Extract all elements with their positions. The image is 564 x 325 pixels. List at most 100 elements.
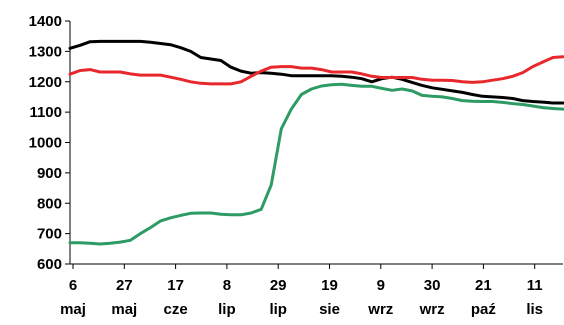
series-0-point (420, 84, 424, 87)
series-0-point (209, 57, 213, 61)
series-1-point (68, 72, 72, 76)
series-2-point (420, 94, 424, 97)
series-2-point (491, 100, 494, 103)
series-line-2 (68, 82, 564, 246)
series-2-point (219, 212, 223, 216)
series-0-point (139, 40, 142, 43)
series-0-point (410, 81, 414, 84)
series-0-point (370, 80, 374, 83)
series-0-point (541, 100, 545, 104)
series-2-point (129, 239, 132, 242)
y-tick-label: 1300 (29, 43, 62, 60)
series-1-point (491, 79, 494, 82)
series-1-point (380, 76, 384, 79)
series-1-point (159, 73, 162, 77)
y-tick-label: 800 (37, 195, 62, 212)
series-0-point (481, 95, 484, 98)
series-1-point (370, 75, 374, 78)
series-0-point (249, 72, 253, 75)
series-0-point (270, 72, 273, 75)
series-0-point (199, 56, 202, 59)
series-1-point (541, 60, 545, 64)
series-0-point (511, 97, 514, 100)
series-1-point (189, 80, 192, 83)
series-1-point (280, 65, 283, 68)
series-2-point (390, 89, 394, 92)
series-2-point (68, 241, 72, 244)
series-0-point (98, 40, 102, 43)
x-tick-label-month: lip (218, 301, 236, 318)
x-tick-label-day: 6 (69, 277, 77, 294)
series-2-point (179, 214, 182, 217)
series-1-point (139, 73, 142, 77)
series-0-point (330, 74, 333, 77)
series-1-point (129, 72, 132, 76)
series-1-point (451, 79, 454, 82)
x-tick-label-month: lip (269, 301, 287, 318)
series-1-point (88, 68, 92, 71)
series-1-point (501, 77, 504, 80)
series-0-point (461, 91, 464, 94)
series-2-point (431, 95, 434, 98)
series-1-point (219, 82, 223, 86)
x-tick-label-month: sie (319, 301, 340, 318)
series-0-point (280, 72, 283, 76)
series-2-point (350, 84, 353, 87)
series-1-point (410, 76, 414, 79)
series-2-point (159, 219, 162, 223)
series-1-point (561, 55, 564, 59)
series-2-point (169, 216, 172, 220)
series-1-point (249, 75, 253, 78)
series-1-point (179, 78, 182, 81)
y-tick-label: 700 (37, 226, 62, 243)
series-2-point (561, 107, 564, 111)
series-0-point (300, 74, 303, 77)
series-0-point (531, 100, 535, 103)
x-tick-label-day: 29 (270, 277, 287, 294)
series-2-point (461, 99, 464, 102)
x-tick-label-day: 27 (116, 277, 133, 294)
x-tick-label-month: maj (60, 301, 86, 318)
series-1-point (98, 70, 102, 74)
series-0-point (129, 40, 132, 43)
x-tick-label-month: cze (164, 301, 188, 318)
series-0-point (169, 43, 172, 46)
series-1-point (310, 66, 313, 70)
series-0-point (189, 50, 192, 53)
series-0-point (149, 41, 152, 44)
series-2-point (290, 107, 293, 111)
series-0-point (109, 40, 112, 43)
series-1-point (431, 79, 434, 82)
series-1-point (461, 80, 464, 83)
series-1-point (109, 70, 112, 74)
series-2-point (481, 100, 484, 103)
series-1-point (531, 65, 535, 68)
series-1-point (551, 56, 555, 59)
series-1-point (471, 81, 474, 84)
series-1-point (481, 80, 484, 83)
y-tick-label: 1400 (29, 13, 62, 30)
series-0-point (491, 95, 494, 99)
series-line-0 (68, 39, 564, 105)
series-2-point (531, 104, 535, 108)
series-1-point (360, 72, 363, 76)
series-2-point (199, 211, 202, 215)
series-2-point (330, 83, 333, 86)
series-0-point (159, 42, 162, 45)
series-0-point (310, 74, 313, 77)
series-0-point (239, 69, 243, 73)
y-tick-label: 900 (37, 165, 62, 182)
series-1-point (119, 70, 122, 74)
series-2-point (340, 82, 343, 86)
x-tick-label-day: 8 (223, 277, 231, 294)
series-1-point (300, 66, 303, 70)
series-2-point (451, 97, 454, 100)
series-2-point (189, 212, 192, 215)
series-1-point (290, 65, 293, 68)
series-1-point (229, 82, 233, 86)
series-0-point (88, 40, 92, 43)
series-2-point (541, 106, 545, 109)
series-2-point (320, 84, 323, 88)
series-1-point (350, 70, 353, 74)
series-0-point (320, 74, 323, 77)
